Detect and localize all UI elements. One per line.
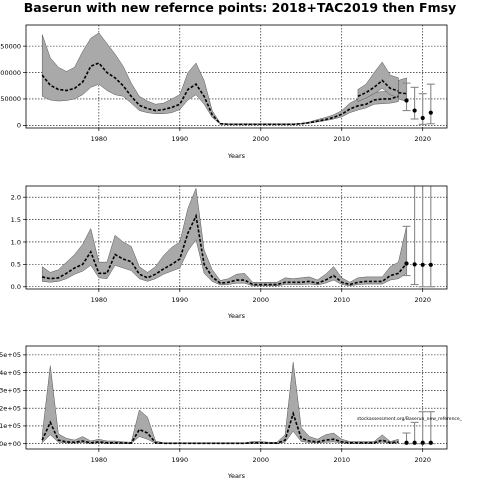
x-tick-label: 2000: [253, 456, 270, 464]
x-axis-label: Years: [227, 312, 246, 320]
x-tick-label: 1990: [172, 296, 189, 304]
plot-frame: [25, 345, 448, 450]
estimate-line: [357, 79, 399, 98]
x-tick-label: 2020: [414, 456, 431, 464]
x-tick-label: 1980: [91, 296, 108, 304]
estimate-line: [42, 213, 408, 286]
projection-point: [404, 440, 409, 445]
x-tick-label: 2010: [333, 456, 350, 464]
projection-point: [412, 440, 417, 445]
y-tick-label: 0.0: [11, 283, 21, 291]
y-tick-label: 1.5: [11, 216, 21, 224]
projection-point: [420, 440, 425, 445]
y-tick-label: 1.0: [11, 238, 21, 246]
x-axis-label: Years: [227, 472, 246, 480]
plot-area: [41, 186, 435, 288]
y-tick-label: 0e+00: [0, 440, 21, 448]
y-tick-label: 50000: [0, 95, 21, 103]
y-tick-label: 4e+05: [0, 369, 21, 377]
x-tick-label: 1990: [172, 456, 189, 464]
y-tick-label: 3e+05: [0, 387, 21, 395]
plot-area: [41, 32, 435, 126]
projection-point: [428, 110, 433, 115]
panel-recruitment: 1980 1990 2000 2010 2020 0e+00 1e+05 2e+05 3e+05…: [0, 345, 448, 480]
y-tick-label: 2.0: [11, 193, 21, 201]
confidence-band: [41, 361, 399, 444]
y-tick-label: 2e+05: [0, 404, 21, 412]
x-tick-label: 1990: [172, 135, 189, 143]
x-axis-label: Years: [227, 152, 246, 160]
x-tick-label: 1980: [91, 456, 108, 464]
projection-point: [420, 262, 425, 267]
projection-point: [404, 261, 409, 266]
confidence-band: [41, 32, 399, 125]
x-tick-label: 2020: [414, 296, 431, 304]
y-tick-label: 150000: [0, 42, 21, 50]
plot-area: [41, 361, 435, 445]
panel-fbar: 1980 1990 2000 2010 2020 0.0 0.5 1.0 1.5 2.0 Years: [11, 185, 448, 320]
projection-point: [428, 440, 433, 445]
x-tick-label: 2010: [333, 296, 350, 304]
y-tick-label: 0.5: [11, 261, 21, 269]
confidence-band: [398, 77, 407, 102]
projection-point: [404, 98, 409, 103]
plot-frame: [25, 185, 448, 290]
x-tick-label: 2010: [333, 135, 350, 143]
stock-assessment-annotation: stockassessment.org/Baserun_new_referenc…: [357, 416, 463, 422]
x-tick-label: 2000: [253, 135, 270, 143]
estimate-line: [41, 410, 399, 445]
projection-point: [412, 262, 417, 267]
projection-point: [420, 115, 425, 121]
projection-point: [428, 262, 433, 267]
panel-ssb: 1980 1990 2000 2010 2020 0 50000 100000 150000 Ye…: [0, 24, 448, 160]
projection-point: [412, 108, 417, 113]
x-tick-label: 2020: [414, 135, 431, 143]
x-tick-label: 1980: [91, 135, 108, 143]
estimate-line: [398, 91, 407, 95]
chart-title: Baserun with new refernce points: 2018+T…: [23, 0, 457, 15]
x-tick-label: 2000: [253, 296, 270, 304]
estimate-line: [41, 62, 399, 126]
y-tick-label: 1e+05: [0, 422, 21, 430]
y-tick-label: 5e+05: [0, 351, 21, 359]
y-tick-label: 100000: [0, 69, 21, 77]
y-tick-label: 0: [17, 122, 21, 130]
plot-frame: [25, 24, 448, 129]
confidence-band: [41, 187, 407, 287]
